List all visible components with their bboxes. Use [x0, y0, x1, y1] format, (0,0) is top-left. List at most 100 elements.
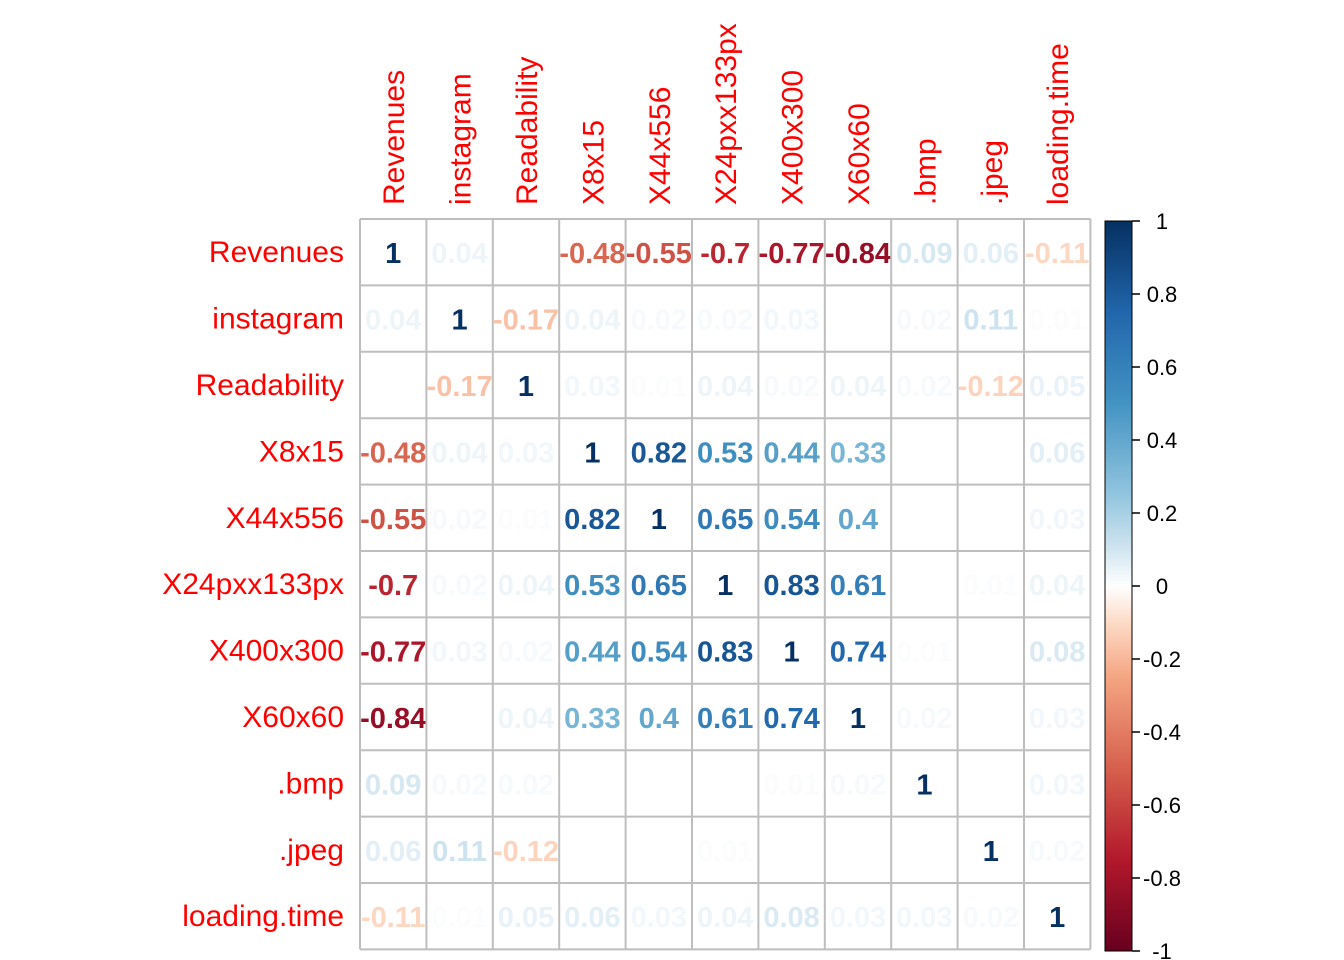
- matrix-cell-value: -0.84: [825, 238, 891, 270]
- matrix-cell-value: -0.11: [361, 902, 426, 934]
- colorbar-tick-label: 0: [1156, 574, 1168, 599]
- matrix-cell-value: -0.77: [360, 637, 426, 669]
- matrix-cell-value: 0.02: [431, 570, 487, 602]
- matrix-cell-value: -0.11: [1025, 238, 1090, 270]
- matrix-cell-value: 0.03: [1029, 769, 1085, 801]
- matrix-cell-value: 1: [385, 238, 401, 270]
- matrix-cell-value: 1: [584, 437, 600, 469]
- matrix-cell-value: 0.03: [1029, 703, 1085, 735]
- matrix-cell-value: 0.01: [697, 836, 753, 868]
- matrix-cell-value: 0: [916, 570, 932, 602]
- matrix-cell-value: 0.54: [631, 637, 687, 669]
- matrix-cell-value: 0.03: [763, 305, 819, 337]
- matrix-cell-value: 0.54: [763, 504, 819, 536]
- matrix-cell-value: 0: [584, 769, 600, 801]
- matrix-grid: [359, 218, 1092, 951]
- matrix-cell-value: 0.02: [498, 769, 554, 801]
- matrix-cell-value: 0: [916, 836, 932, 868]
- row-label: X400x300: [209, 635, 344, 668]
- matrix-cell-value: 0.4: [838, 504, 878, 536]
- matrix-cell-value: -0.48: [360, 437, 426, 469]
- column-labels: Revenues instagram Readability X8x15 X44x556…: [378, 23, 1075, 205]
- colorbar-gradient: [1104, 220, 1133, 952]
- matrix-cell-value: 0.04: [365, 305, 421, 337]
- matrix-cell-value: 0.02: [1029, 836, 1085, 868]
- matrix-cell-value: -0.48: [559, 238, 625, 270]
- row-label: .jpeg: [279, 834, 344, 867]
- matrix-cell-value: 0: [983, 703, 999, 735]
- matrix-cell-value: 0: [983, 637, 999, 669]
- colorbar-ticks: 1 0.8 0.6 0.4 0.2 0 -0.2 -0.4 -0.6 -0.8 -1: [1132, 209, 1181, 960]
- matrix-cell-value: 1: [983, 836, 999, 868]
- column-label: instagram: [445, 73, 478, 205]
- matrix-cell-value: 0.02: [697, 305, 753, 337]
- matrix-cell-value: 0.44: [763, 437, 819, 469]
- matrix-cell-value: 0.02: [498, 637, 554, 669]
- matrix-cell-value: 0.03: [564, 371, 620, 403]
- matrix-cell-value: 0.53: [697, 437, 753, 469]
- matrix-cell-value: 0.04: [697, 902, 753, 934]
- column-label: X44x556: [644, 87, 677, 205]
- matrix-cell-value: -0.55: [626, 238, 692, 270]
- matrix-cell-value: 0: [850, 836, 866, 868]
- matrix-cell-value: 0.05: [498, 902, 554, 934]
- matrix-cell-value: 0: [584, 836, 600, 868]
- matrix-cell-value: 0.4: [639, 703, 679, 735]
- matrix-cell-value: 0: [916, 437, 932, 469]
- matrix-cell-value: 0.02: [963, 902, 1019, 934]
- colorbar-tick-label: -0.2: [1143, 647, 1181, 672]
- matrix-cell-value: 0.02: [830, 769, 886, 801]
- row-label: X44x556: [226, 502, 344, 535]
- column-label: X60x60: [843, 103, 876, 205]
- colorbar-legend: 1 0.8 0.6 0.4 0.2 0 -0.2 -0.4 -0.6 -0.8 -1: [1104, 209, 1181, 960]
- row-label: Readability: [196, 369, 344, 402]
- matrix-cell-value: 0.03: [830, 902, 886, 934]
- matrix-cell-value: 0.01: [631, 371, 687, 403]
- matrix-cell-value: -0.55: [360, 504, 426, 536]
- matrix-cell-value: 1: [717, 570, 733, 602]
- row-label: X60x60: [242, 701, 344, 734]
- matrix-cell-value: 0: [717, 769, 733, 801]
- matrix-cell-value: 0: [850, 305, 866, 337]
- matrix-cell-value: 0.02: [431, 504, 487, 536]
- matrix-cell-value: 0.09: [365, 769, 421, 801]
- colorbar-tick-label: 0.2: [1147, 501, 1178, 526]
- matrix-cell-value: 0.65: [697, 504, 753, 536]
- column-label: loading.time: [1042, 43, 1075, 205]
- matrix-cell-value: 0.01: [1029, 305, 1085, 337]
- matrix-cell-value: 0.01: [498, 504, 554, 536]
- matrix-cell-value: -0.7: [700, 238, 750, 270]
- row-label: .bmp: [277, 767, 344, 800]
- column-label: X8x15: [577, 120, 610, 205]
- colorbar-tick-label: -1: [1152, 939, 1172, 960]
- matrix-cell-value: -0.7: [368, 570, 418, 602]
- matrix-cell-value: 0.11: [432, 836, 487, 868]
- matrix-cell-value: 0.09: [896, 238, 952, 270]
- column-label: .jpeg: [976, 140, 1009, 205]
- colorbar-tick-label: 0.4: [1147, 428, 1178, 453]
- matrix-cell-value: 0.83: [697, 637, 753, 669]
- matrix-cell-value: 0.04: [498, 570, 554, 602]
- matrix-cell-value: 0: [452, 703, 468, 735]
- matrix-cell-value: 0.61: [697, 703, 753, 735]
- matrix-cell-value: 0.02: [431, 769, 487, 801]
- matrix-cell-value: 0.02: [763, 371, 819, 403]
- matrix-cell-value: 0: [651, 836, 667, 868]
- matrix-cell-value: -0.12: [493, 836, 559, 868]
- matrix-cell-value: 0.82: [564, 504, 620, 536]
- row-label: X24pxx133px: [162, 568, 344, 601]
- matrix-cell-value: 0.02: [896, 703, 952, 735]
- matrix-cell-value: 0: [983, 769, 999, 801]
- matrix-cell-value: -0.12: [958, 371, 1024, 403]
- column-label: Revenues: [378, 70, 411, 205]
- matrix-cell-value: 0.33: [564, 703, 620, 735]
- colorbar-tick-label: 0.6: [1147, 355, 1178, 380]
- matrix-cell-value: 0.04: [697, 371, 753, 403]
- matrix-cell-value: 0.03: [431, 637, 487, 669]
- matrix-cell-value: 0.04: [431, 238, 487, 270]
- row-label: loading.time: [182, 900, 344, 933]
- colorbar-tick-label: -0.8: [1143, 866, 1181, 891]
- matrix-cell-value: 0.74: [830, 637, 886, 669]
- matrix-cell-value: 0.04: [830, 371, 886, 403]
